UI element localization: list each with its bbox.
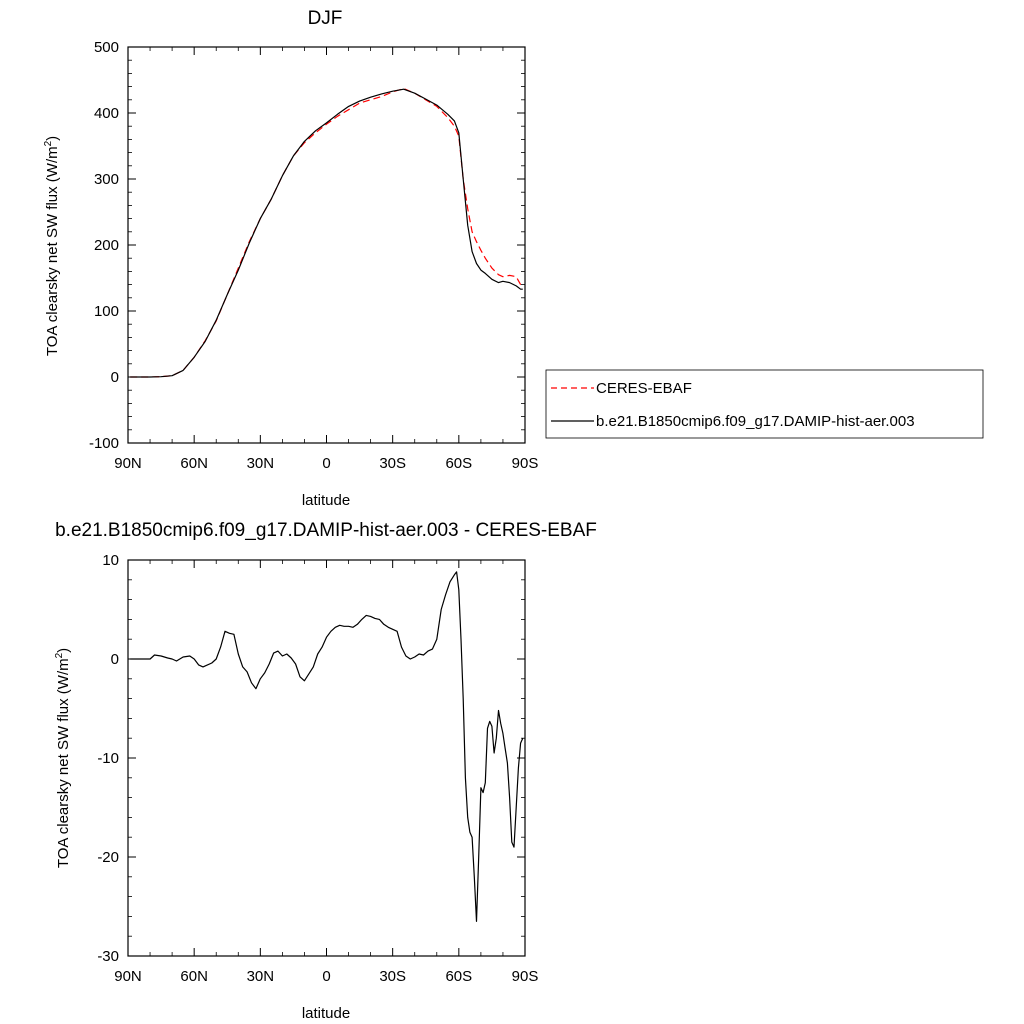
model-line [130, 88, 523, 378]
ceres-ebaf-line [130, 87, 524, 378]
bottom-chart-title: b.e21.B1850cmip6.f09_g17.DAMIP-hist-aer.… [55, 520, 597, 541]
y-tick-label: 400 [94, 105, 119, 122]
difference-line [130, 571, 524, 923]
x-tick-label: 90N [114, 455, 142, 472]
x-tick-label: 60S [445, 455, 472, 472]
top-chart-ylabel: TOA clearsky net SW flux (W/m2) [43, 136, 61, 356]
x-tick-label: 60S [445, 968, 472, 985]
y-tick-label: -20 [97, 849, 119, 866]
x-tick-label: 90S [512, 455, 539, 472]
x-tick-label: 60N [180, 455, 208, 472]
y-tick-label: 0 [111, 369, 119, 386]
bottom-chart-xlabel: latitude [302, 1005, 350, 1022]
x-tick-label: 0 [322, 968, 330, 985]
y-tick-label: 300 [94, 171, 119, 188]
y-tick-label: 500 [94, 39, 119, 56]
y-tick-label: 100 [94, 303, 119, 320]
y-tick-label: 0 [111, 651, 119, 668]
legend-label-model: b.e21.B1850cmip6.f09_g17.DAMIP-hist-aer.… [596, 413, 915, 430]
legend-box [545, 369, 984, 439]
x-tick-label: 90N [114, 968, 142, 985]
y-tick-label: 200 [94, 237, 119, 254]
x-tick-label: 30S [379, 455, 406, 472]
x-tick-label: 0 [322, 455, 330, 472]
x-tick-label: 30N [247, 968, 275, 985]
y-tick-label: -30 [97, 948, 119, 965]
top-chart-frame [127, 46, 526, 444]
x-tick-label: 60N [180, 968, 208, 985]
y-tick-label: 10 [102, 552, 119, 569]
x-tick-label: 30N [247, 455, 275, 472]
bottom-chart-ylabel: TOA clearsky net SW flux (W/m2) [54, 648, 72, 868]
legend: CERES-EBAF b.e21.B1850cmip6.f09_g17.DAMI… [545, 369, 984, 439]
x-tick-label: 30S [379, 968, 406, 985]
y-tick-label: -10 [97, 750, 119, 767]
bottom-chart: b.e21.B1850cmip6.f09_g17.DAMIP-hist-aer.… [54, 520, 597, 1022]
y-tick-label: -100 [89, 435, 119, 452]
top-chart-title: DJF [308, 8, 343, 29]
legend-label-ceres: CERES-EBAF [596, 380, 692, 397]
top-chart-xlabel: latitude [302, 492, 350, 509]
x-tick-label: 90S [512, 968, 539, 985]
top-chart: DJF 90N 60N 30N 0 30S 60S 90S 500 400 300 200 100 0 -… [43, 8, 538, 509]
